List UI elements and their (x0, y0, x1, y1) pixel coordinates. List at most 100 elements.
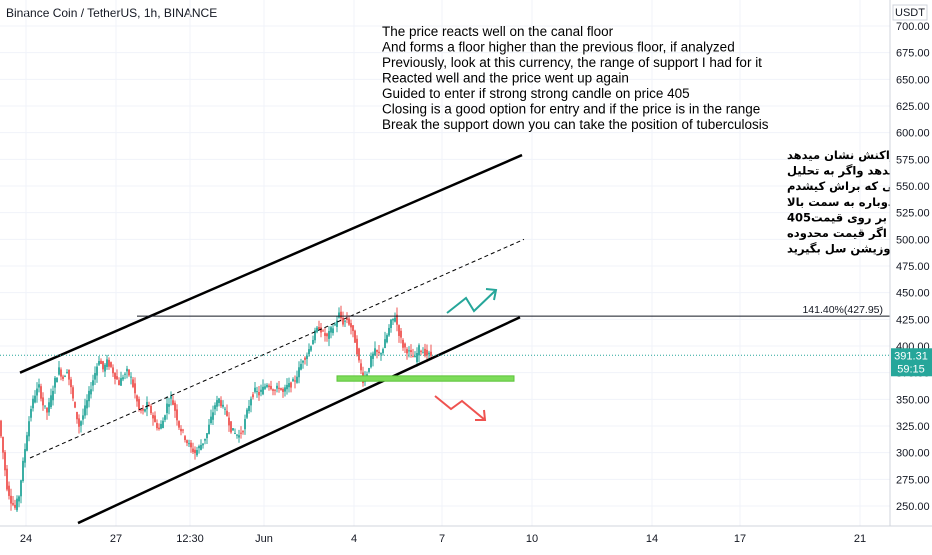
candle-body[interactable] (284, 387, 286, 392)
candle-body[interactable] (158, 427, 160, 430)
candle-body[interactable] (160, 423, 162, 429)
candle-body[interactable] (156, 423, 158, 429)
channel-upper-line[interactable] (19, 153, 523, 374)
candle-body[interactable] (214, 405, 216, 410)
candle-body[interactable] (288, 383, 290, 388)
candle-body[interactable] (114, 372, 116, 379)
candle-body[interactable] (338, 312, 340, 318)
candle-body[interactable] (38, 384, 40, 388)
candle-body[interactable] (302, 360, 304, 363)
candle-body[interactable] (86, 400, 88, 409)
candle-body[interactable] (10, 495, 12, 504)
candle-body[interactable] (70, 379, 72, 388)
candle-body[interactable] (196, 450, 198, 456)
candle-body[interactable] (126, 368, 128, 372)
candle-body[interactable] (90, 389, 92, 395)
candle-body[interactable] (64, 376, 66, 378)
candle-body[interactable] (204, 438, 206, 441)
candle-body[interactable] (72, 387, 74, 399)
candle-body[interactable] (330, 327, 332, 333)
candle-body[interactable] (314, 330, 316, 341)
candle-body[interactable] (56, 377, 58, 383)
candle-body[interactable] (48, 402, 50, 413)
candle-body[interactable] (222, 404, 224, 407)
candle-body[interactable] (16, 498, 18, 511)
candle-body[interactable] (188, 443, 190, 445)
candle-body[interactable] (310, 346, 312, 351)
candle-body[interactable] (244, 419, 246, 430)
channel-lower-line[interactable] (77, 316, 521, 525)
candle-body[interactable] (124, 373, 126, 375)
candle-body[interactable] (68, 369, 70, 380)
candle-body[interactable] (24, 449, 26, 463)
candle-body[interactable] (238, 435, 240, 438)
candle-body[interactable] (334, 324, 336, 326)
candle-body[interactable] (104, 364, 106, 372)
candle-body[interactable] (360, 363, 362, 371)
candle-body[interactable] (232, 428, 234, 431)
candle-body[interactable] (358, 348, 360, 361)
candle-body[interactable] (398, 325, 400, 336)
candle-body[interactable] (326, 333, 328, 337)
candle-body[interactable] (404, 343, 406, 348)
candle-body[interactable] (240, 432, 242, 434)
candle-body[interactable] (28, 421, 30, 437)
candle-body[interactable] (138, 399, 140, 410)
candle-body[interactable] (350, 323, 352, 328)
candle-body[interactable] (102, 361, 104, 370)
candle-body[interactable] (12, 503, 14, 505)
candle-body[interactable] (54, 377, 56, 388)
candle-body[interactable] (298, 367, 300, 378)
candle-body[interactable] (32, 398, 34, 409)
candle-body[interactable] (372, 353, 374, 359)
candle-body[interactable] (40, 386, 42, 399)
candle-body[interactable] (84, 405, 86, 416)
candle-body[interactable] (42, 397, 44, 406)
candle-body[interactable] (320, 327, 322, 333)
candle-body[interactable] (354, 330, 356, 343)
candle-body[interactable] (66, 372, 68, 374)
candle-body[interactable] (34, 395, 36, 403)
candle-body[interactable] (346, 318, 348, 320)
candle-body[interactable] (286, 384, 288, 390)
candle-body[interactable] (418, 345, 420, 356)
candle-body[interactable] (260, 389, 262, 392)
candle-body[interactable] (390, 319, 392, 329)
candle-body[interactable] (184, 436, 186, 441)
candle-body[interactable] (430, 351, 432, 356)
candle-body[interactable] (206, 433, 208, 439)
candle-body[interactable] (264, 386, 266, 389)
candle-body[interactable] (250, 398, 252, 406)
candle-body[interactable] (276, 385, 278, 389)
candle-body[interactable] (312, 339, 314, 345)
candle-body[interactable] (118, 380, 120, 386)
candle-body[interactable] (322, 330, 324, 332)
candle-body[interactable] (96, 366, 98, 376)
candle-body[interactable] (0, 420, 2, 437)
candle-body[interactable] (376, 349, 378, 352)
candle-body[interactable] (384, 339, 386, 349)
candle-body[interactable] (44, 405, 46, 407)
candle-body[interactable] (406, 349, 408, 354)
candle-body[interactable] (402, 339, 404, 348)
candle-body[interactable] (394, 317, 396, 322)
candle-body[interactable] (200, 444, 202, 450)
candle-body[interactable] (150, 405, 152, 414)
candle-body[interactable] (74, 402, 76, 408)
candle-body[interactable] (8, 485, 10, 496)
candle-body[interactable] (154, 415, 156, 423)
candle-body[interactable] (268, 385, 270, 388)
candle-body[interactable] (318, 326, 320, 330)
candle-body[interactable] (416, 352, 418, 362)
candle-body[interactable] (278, 387, 280, 389)
candle-body[interactable] (194, 449, 196, 454)
candle-body[interactable] (294, 380, 296, 382)
candle-body[interactable] (166, 403, 168, 414)
candle-body[interactable] (164, 415, 166, 420)
candle-body[interactable] (392, 318, 394, 321)
candle-body[interactable] (210, 416, 212, 424)
candle-body[interactable] (112, 367, 114, 374)
candle-body[interactable] (106, 359, 108, 367)
candle-body[interactable] (182, 429, 184, 431)
